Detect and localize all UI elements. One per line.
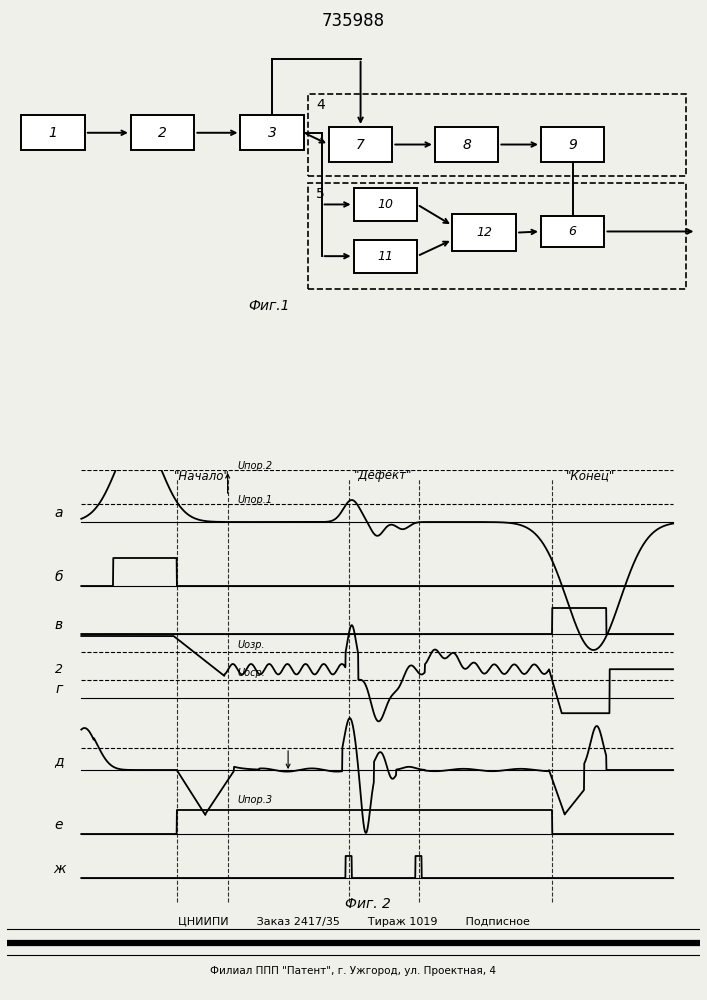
- Text: 2: 2: [158, 126, 167, 140]
- Text: Uозр.: Uозр.: [238, 640, 265, 650]
- Text: Фиг.1: Фиг.1: [248, 298, 289, 312]
- Bar: [131, 115, 194, 150]
- Text: Uоср.: Uоср.: [238, 668, 265, 678]
- Bar: [308, 183, 686, 289]
- Bar: [435, 127, 498, 162]
- Text: 6: 6: [568, 225, 577, 238]
- Text: 9: 9: [568, 138, 577, 152]
- Text: Uпор.3: Uпор.3: [238, 795, 272, 805]
- Text: 8: 8: [462, 138, 471, 152]
- Text: 1: 1: [49, 126, 57, 140]
- Text: 5: 5: [316, 187, 325, 201]
- Text: в: в: [55, 618, 63, 632]
- Bar: [21, 115, 85, 150]
- Text: 2: 2: [55, 663, 63, 676]
- Bar: [329, 127, 392, 162]
- Bar: [541, 216, 604, 247]
- Text: 11: 11: [378, 250, 393, 263]
- Text: г: г: [55, 682, 63, 696]
- Text: Uпор.1: Uпор.1: [238, 495, 272, 505]
- Text: е: е: [54, 818, 64, 832]
- Bar: [354, 240, 417, 273]
- Text: 7: 7: [356, 138, 365, 152]
- Text: 4: 4: [316, 98, 325, 112]
- Text: 12: 12: [477, 226, 492, 239]
- Text: 3: 3: [268, 126, 276, 140]
- Text: а: а: [54, 506, 64, 520]
- Text: б: б: [54, 570, 64, 584]
- Text: 735988: 735988: [322, 12, 385, 30]
- Text: 10: 10: [378, 198, 393, 211]
- Text: Филиал ППП "Патент", г. Ужгород, ул. Проектная, 4: Филиал ППП "Патент", г. Ужгород, ул. Про…: [211, 966, 496, 976]
- Text: Uпор.2: Uпор.2: [238, 461, 272, 471]
- Bar: [541, 127, 604, 162]
- Bar: [452, 214, 516, 251]
- Text: "Конец": "Конец": [566, 470, 615, 483]
- Text: "Дефект": "Дефект": [354, 470, 413, 483]
- Text: ж: ж: [53, 862, 65, 876]
- Bar: [308, 94, 686, 176]
- Text: Фиг. 2: Фиг. 2: [345, 897, 390, 911]
- Bar: [240, 115, 304, 150]
- Text: "Начало": "Начало": [174, 470, 230, 483]
- Text: д: д: [54, 754, 64, 768]
- Bar: [354, 188, 417, 221]
- Text: ЦНИИПИ        Заказ 2417/35        Тираж 1019        Подписное: ЦНИИПИ Заказ 2417/35 Тираж 1019 Подписно…: [177, 917, 530, 927]
